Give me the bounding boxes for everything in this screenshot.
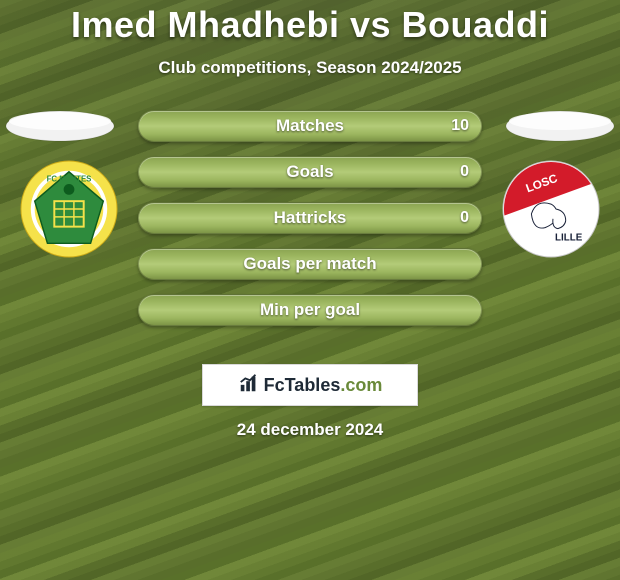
infographic-content: Imed Mhadhebi vs Bouaddi Club competitio… (0, 0, 620, 440)
stat-bar-goals: Goals 0 (138, 156, 482, 188)
page-subtitle: Club competitions, Season 2024/2025 (0, 58, 620, 78)
club-badge-right: LOSC LILLE (502, 160, 600, 258)
stat-bar-hattricks: Hattricks 0 (138, 202, 482, 234)
badge-left-text: FC NANTES (47, 175, 92, 184)
stat-label: Min per goal (139, 295, 481, 325)
stat-bar-matches: Matches 10 (138, 110, 482, 142)
stat-value-right (457, 295, 481, 325)
club-badge-left: FC NANTES (20, 160, 118, 258)
brand-chart-icon (238, 372, 260, 399)
stat-value-right: 10 (439, 111, 481, 141)
stat-bars: Matches 10 Goals 0 Hattricks 0 Goals per… (138, 110, 482, 326)
footer: FcTables.com 24 december 2024 (0, 364, 620, 440)
player-left-head-ellipse (5, 110, 115, 142)
stat-label: Matches (139, 111, 481, 141)
player-right-head-ellipse (505, 110, 615, 142)
brand-name: FcTables (264, 375, 341, 395)
brand-text: FcTables.com (264, 375, 383, 396)
stat-bar-min-per-goal: Min per goal (138, 294, 482, 326)
stat-value-right (457, 249, 481, 279)
brand-suffix: .com (340, 375, 382, 395)
stat-label: Hattricks (139, 203, 481, 233)
badge-right-subtext: LILLE (555, 232, 583, 243)
stat-bar-goals-per-match: Goals per match (138, 248, 482, 280)
brand-box: FcTables.com (202, 364, 418, 406)
stat-label: Goals (139, 157, 481, 187)
stats-stage: FC NANTES LOSC LILLE (0, 110, 620, 350)
stat-label: Goals per match (139, 249, 481, 279)
stat-value-right: 0 (448, 157, 481, 187)
stat-value-right: 0 (448, 203, 481, 233)
page-title: Imed Mhadhebi vs Bouaddi (0, 4, 620, 46)
infographic-date: 24 december 2024 (237, 420, 384, 440)
